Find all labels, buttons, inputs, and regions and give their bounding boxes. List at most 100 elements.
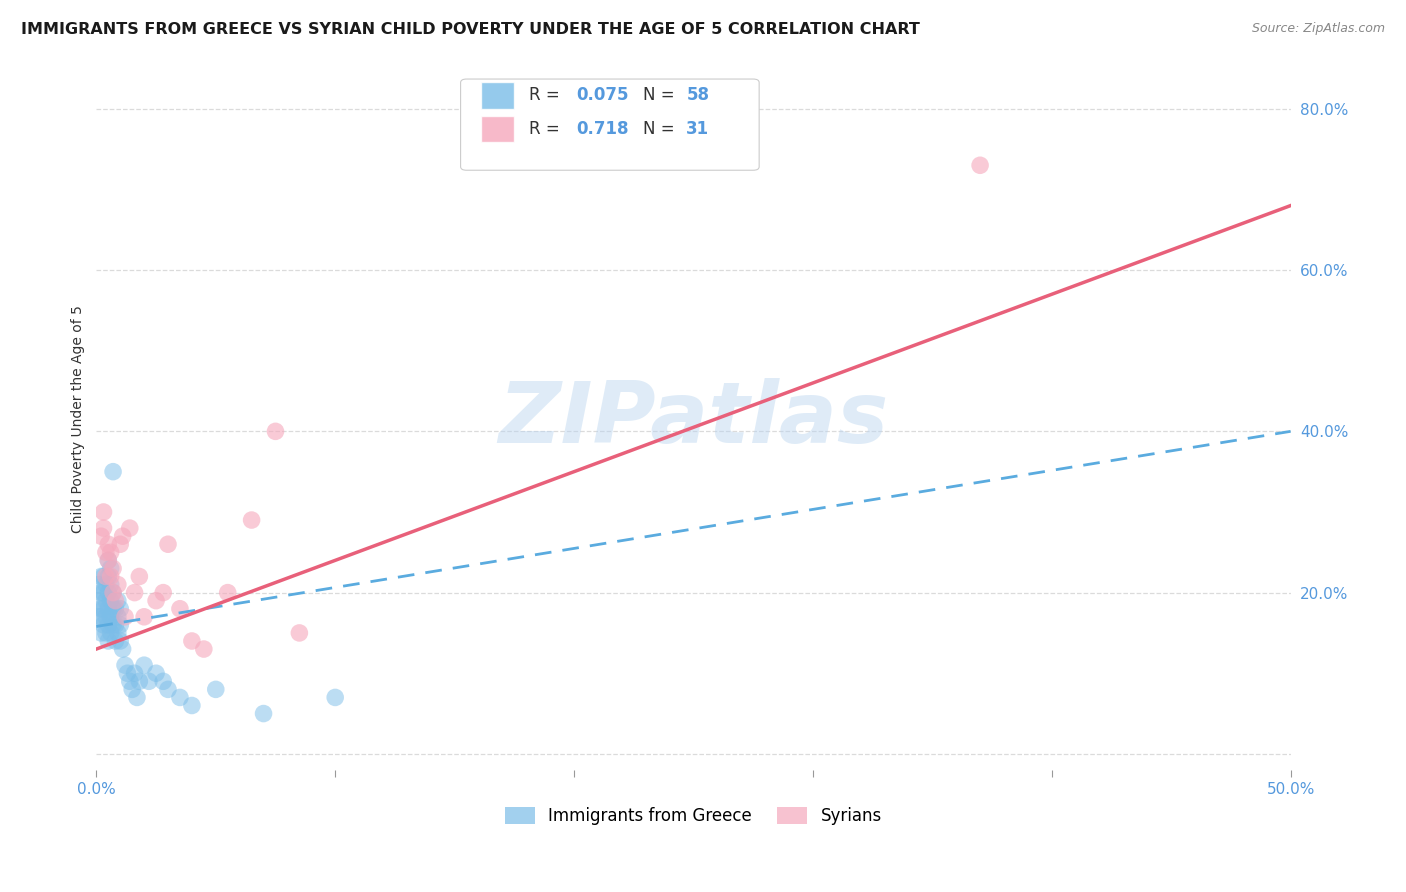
Point bbox=[111, 529, 134, 543]
Point bbox=[156, 537, 179, 551]
Point bbox=[104, 618, 127, 632]
Point bbox=[100, 569, 122, 583]
Point bbox=[97, 634, 120, 648]
Point bbox=[134, 609, 156, 624]
Y-axis label: Child Poverty Under the Age of 5: Child Poverty Under the Age of 5 bbox=[72, 305, 86, 533]
Point bbox=[93, 521, 115, 535]
Point bbox=[90, 569, 112, 583]
Point bbox=[87, 609, 110, 624]
Point bbox=[94, 569, 117, 583]
Point bbox=[101, 561, 124, 575]
Point bbox=[101, 601, 124, 615]
Point bbox=[114, 658, 136, 673]
Point bbox=[94, 609, 117, 624]
Point bbox=[134, 658, 156, 673]
Point bbox=[124, 666, 146, 681]
Point bbox=[288, 626, 311, 640]
Point bbox=[118, 521, 141, 535]
Point bbox=[969, 158, 991, 172]
Point bbox=[110, 537, 132, 551]
FancyBboxPatch shape bbox=[461, 79, 759, 170]
Point bbox=[100, 593, 122, 607]
Point bbox=[94, 545, 117, 559]
Point bbox=[97, 537, 120, 551]
Point bbox=[93, 505, 115, 519]
Point bbox=[180, 634, 202, 648]
Text: 31: 31 bbox=[686, 120, 710, 138]
Point bbox=[97, 601, 120, 615]
Point bbox=[101, 618, 124, 632]
Point bbox=[90, 585, 112, 599]
Text: 58: 58 bbox=[686, 87, 709, 104]
Point bbox=[323, 690, 346, 705]
Point bbox=[90, 609, 112, 624]
Point bbox=[87, 577, 110, 591]
Point bbox=[128, 569, 150, 583]
Point bbox=[169, 690, 191, 705]
Point bbox=[90, 601, 112, 615]
Point bbox=[101, 465, 124, 479]
Point bbox=[240, 513, 263, 527]
Point bbox=[107, 577, 129, 591]
Point bbox=[180, 698, 202, 713]
Text: N =: N = bbox=[644, 87, 681, 104]
Text: N =: N = bbox=[644, 120, 681, 138]
Point bbox=[104, 634, 127, 648]
Point bbox=[93, 585, 115, 599]
Point bbox=[93, 618, 115, 632]
Point bbox=[104, 601, 127, 615]
Point bbox=[97, 553, 120, 567]
Point bbox=[97, 569, 120, 583]
Text: IMMIGRANTS FROM GREECE VS SYRIAN CHILD POVERTY UNDER THE AGE OF 5 CORRELATION CH: IMMIGRANTS FROM GREECE VS SYRIAN CHILD P… bbox=[21, 22, 920, 37]
Point bbox=[193, 642, 215, 657]
Point bbox=[94, 593, 117, 607]
Point bbox=[152, 674, 174, 689]
Point bbox=[107, 609, 129, 624]
Point bbox=[117, 666, 139, 681]
Point bbox=[121, 682, 143, 697]
Point bbox=[87, 593, 110, 607]
Point bbox=[97, 553, 120, 567]
Text: ZIPatlas: ZIPatlas bbox=[498, 377, 889, 461]
Point bbox=[124, 585, 146, 599]
Point bbox=[94, 626, 117, 640]
Point bbox=[100, 609, 122, 624]
Point bbox=[145, 666, 167, 681]
Point bbox=[264, 425, 287, 439]
Point bbox=[156, 682, 179, 697]
Point bbox=[111, 642, 134, 657]
Point bbox=[110, 601, 132, 615]
Point bbox=[94, 577, 117, 591]
FancyBboxPatch shape bbox=[481, 82, 515, 109]
Legend: Immigrants from Greece, Syrians: Immigrants from Greece, Syrians bbox=[505, 806, 882, 825]
Point bbox=[217, 585, 239, 599]
Point bbox=[93, 601, 115, 615]
Point bbox=[169, 601, 191, 615]
Point bbox=[93, 569, 115, 583]
Point bbox=[128, 674, 150, 689]
Point bbox=[138, 674, 160, 689]
Point bbox=[107, 626, 129, 640]
Point bbox=[110, 618, 132, 632]
Point bbox=[101, 585, 124, 599]
Text: R =: R = bbox=[529, 87, 565, 104]
Point bbox=[100, 561, 122, 575]
Point bbox=[204, 682, 226, 697]
Point bbox=[104, 593, 127, 607]
Point bbox=[114, 609, 136, 624]
Point bbox=[107, 593, 129, 607]
Text: 0.075: 0.075 bbox=[576, 87, 628, 104]
Point bbox=[118, 674, 141, 689]
Point bbox=[90, 529, 112, 543]
Point bbox=[100, 626, 122, 640]
Text: 0.718: 0.718 bbox=[576, 120, 628, 138]
Point bbox=[90, 626, 112, 640]
Point bbox=[97, 585, 120, 599]
Text: R =: R = bbox=[529, 120, 565, 138]
Point bbox=[125, 690, 148, 705]
Point bbox=[100, 545, 122, 559]
Point bbox=[97, 618, 120, 632]
Point bbox=[152, 585, 174, 599]
Point bbox=[100, 577, 122, 591]
Point bbox=[252, 706, 274, 721]
